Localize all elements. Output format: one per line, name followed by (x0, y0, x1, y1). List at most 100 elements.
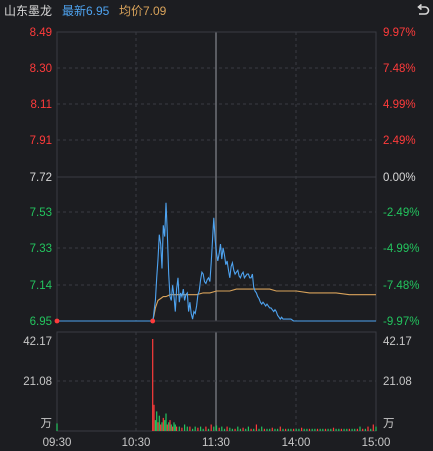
price-tick-label: 8.30 (30, 63, 52, 75)
volume-bar (319, 428, 321, 431)
price-tick-label: 8.49 (30, 27, 52, 39)
undo-arrow-icon[interactable] (416, 4, 430, 18)
volume-bar (178, 426, 180, 431)
volume-tick-label: 42.17 (23, 336, 52, 348)
time-tick-label: 10:30 (122, 437, 151, 449)
volume-bar (245, 428, 247, 431)
volume-bar (168, 422, 170, 431)
volume-bar (152, 339, 154, 431)
volume-bar (340, 428, 342, 431)
volume-bar (160, 424, 162, 431)
volume-bar (364, 428, 366, 431)
volume-bar (343, 428, 345, 431)
volume-bar (215, 425, 218, 431)
time-tick-label: 14:00 (282, 437, 311, 449)
volume-tick-label: 万 (41, 418, 53, 430)
volume-bar (161, 422, 163, 431)
percent-tick-label: -7.48% (383, 280, 419, 292)
volume-bar (157, 422, 159, 431)
volume-bar (314, 428, 316, 431)
open-price-dot (54, 318, 60, 324)
volume-bar (290, 428, 292, 431)
volume-bar (170, 424, 172, 431)
volume-bar (322, 428, 324, 431)
price-tick-label: 8.11 (30, 99, 52, 111)
volume-bar (239, 428, 241, 431)
volume-bar (370, 428, 372, 431)
volume-bar (221, 426, 223, 431)
time-tick-label: 11:30 (202, 437, 230, 449)
volume-bar (164, 420, 166, 431)
volume-bar (226, 426, 228, 431)
volume-bar (285, 428, 287, 431)
volume-bar (266, 428, 268, 431)
volume-bar (306, 428, 308, 431)
volume-bar (253, 428, 255, 431)
volume-bar (165, 413, 167, 431)
volume-bar (338, 428, 340, 431)
volume-bar (234, 428, 236, 431)
volume-bar (231, 428, 233, 431)
price-tick-label: 7.91 (30, 135, 52, 147)
volume-bar (263, 428, 265, 431)
price-axis-left: 8.49 8.30 8.11 7.91 7.72 7.53 7.33 7.14 6.95 (30, 27, 53, 328)
volume-bar (298, 428, 300, 431)
percent-tick-label: -4.99% (383, 243, 419, 255)
volume-start-dot (150, 318, 156, 324)
volume-bar (287, 428, 289, 431)
time-tick-label: 09:30 (43, 437, 72, 449)
volume-bar (332, 427, 335, 431)
percent-tick-label: 7.48% (383, 63, 416, 75)
percent-tick-label: 4.99% (383, 99, 416, 111)
volume-bar (181, 427, 183, 431)
price-panel-frame (56, 31, 377, 322)
volume-bar (330, 428, 332, 431)
volume-tick-label: 42.17 (383, 336, 412, 348)
volume-bar (156, 411, 158, 431)
volume-bar (327, 428, 329, 431)
percent-tick-label: -9.97% (383, 316, 419, 328)
volume-bar (174, 424, 176, 431)
volume-bar (367, 426, 369, 431)
volume-bar (158, 415, 160, 431)
volume-bar (154, 420, 156, 431)
percent-axis-right: 9.97% 7.48% 4.99% 2.49% 0.00% -2.49% -4.99% -7.… (383, 27, 419, 328)
time-axis: 09:30 10:30 11:30 14:00 15:00 (43, 437, 391, 449)
volume-bar (207, 428, 210, 431)
volume-bar (282, 428, 284, 431)
volume-bar (348, 428, 350, 431)
chart-grid (56, 31, 377, 432)
price-tick-label: 6.95 (30, 316, 52, 328)
percent-tick-label: -2.49% (383, 207, 419, 219)
volume-bar (186, 426, 188, 431)
price-tick-label: 7.53 (30, 207, 52, 219)
volume-bar (324, 428, 327, 431)
volume-bar (200, 426, 202, 431)
volume-bar (346, 428, 348, 431)
volume-bar (237, 426, 239, 431)
volume-bar (189, 426, 191, 431)
volume-bar (223, 428, 226, 431)
volume-bars (56, 339, 377, 431)
percent-tick-label: 9.97% (383, 27, 416, 39)
volume-bar (316, 428, 319, 431)
volume-bar (242, 427, 244, 431)
time-tick-label: 15:00 (362, 437, 391, 449)
stock-name: 山东墨龙 (4, 4, 53, 18)
volume-bar (250, 428, 252, 431)
price-tick-label: 7.14 (30, 280, 53, 292)
volume-bar (303, 428, 305, 431)
volume-bar (372, 424, 374, 431)
volume-bar (356, 428, 358, 431)
volume-bar (362, 428, 364, 431)
volume-bar (166, 424, 168, 431)
volume-tick-label: 21.08 (383, 376, 412, 388)
volume-bar (261, 426, 263, 431)
volume-bar (218, 427, 220, 431)
quote-header: 山东墨龙 最新6.95 均价7.09 (0, 0, 433, 22)
volume-bar (308, 428, 311, 431)
volume-bar (213, 426, 215, 431)
volume-bar (176, 426, 178, 431)
volume-bar (255, 424, 257, 431)
